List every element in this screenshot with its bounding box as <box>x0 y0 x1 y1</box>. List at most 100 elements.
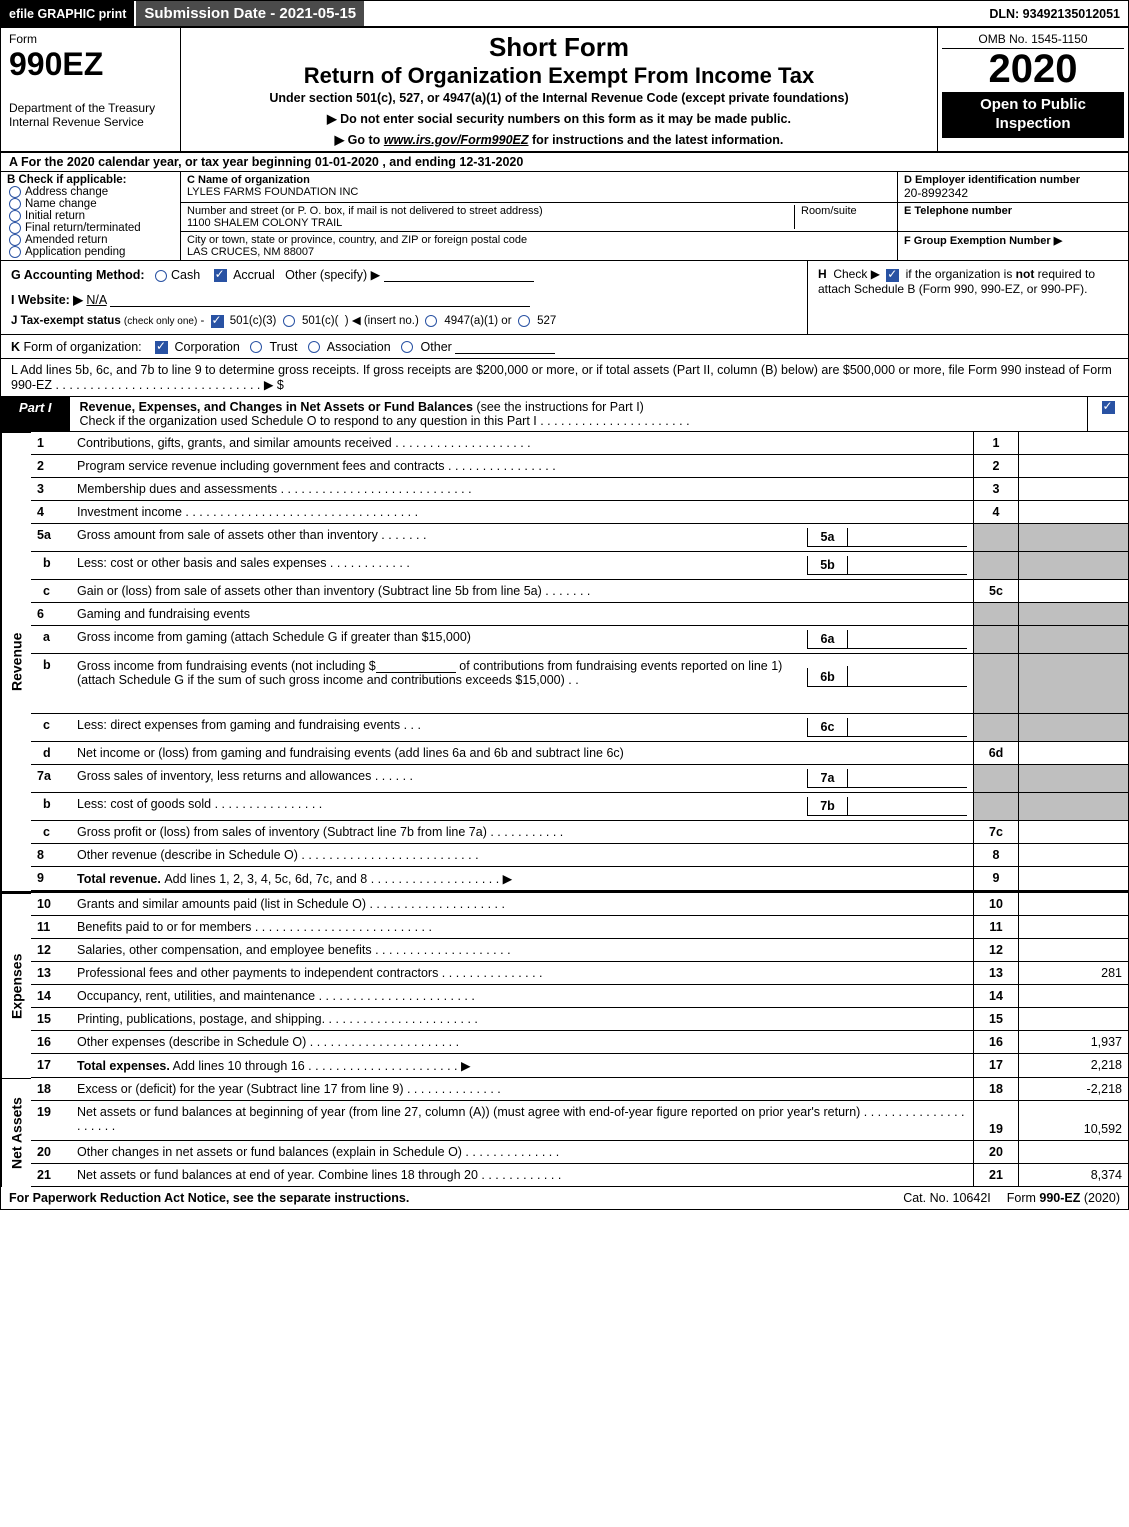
catalog-number: Cat. No. 10642I <box>895 1187 999 1209</box>
ln3-val <box>1018 478 1128 501</box>
ln6d-num: d <box>31 742 71 765</box>
ln15-desc: Printing, publications, postage, and shi… <box>71 1008 973 1031</box>
4947-radio[interactable] <box>425 315 437 327</box>
ln5a-num: 5a <box>31 524 71 552</box>
dept-treasury: Department of the Treasury <box>9 101 172 115</box>
gross-receipts-line: L Add lines 5b, 6c, and 7b to line 9 to … <box>0 359 1129 397</box>
ln21-desc: Net assets or fund balances at end of ye… <box>71 1164 973 1187</box>
ln7a-desc: Gross sales of inventory, less returns a… <box>71 765 973 793</box>
ln1-box: 1 <box>973 432 1018 455</box>
accrual-checkbox[interactable] <box>214 269 227 282</box>
org-city-row: City or town, state or province, country… <box>181 232 898 261</box>
ln12-val <box>1018 939 1128 962</box>
ln7b-num: b <box>31 793 71 821</box>
part-1-title-bold: Revenue, Expenses, and Changes in Net As… <box>80 400 473 414</box>
ln5b-desc: Less: cost or other basis and sales expe… <box>71 552 973 580</box>
other-specify-field[interactable] <box>384 267 534 282</box>
ln21-num: 21 <box>31 1164 71 1187</box>
ln19-num: 19 <box>31 1101 71 1141</box>
ln7a-num: 7a <box>31 765 71 793</box>
ln14-desc: Occupancy, rent, utilities, and maintena… <box>71 985 973 1008</box>
ln12-box: 12 <box>973 939 1018 962</box>
accounting-website-block: G Accounting Method: Cash Accrual Other … <box>0 261 1129 335</box>
opt-application-pending[interactable]: Application pending <box>7 246 174 258</box>
opt-address-change[interactable]: Address change <box>7 186 174 198</box>
ein-label: D Employer identification number <box>904 174 1122 186</box>
ln20-val <box>1018 1141 1128 1164</box>
part-1-title-rest: (see the instructions for Part I) <box>473 400 644 414</box>
org-name-row: C Name of organization LYLES FARMS FOUND… <box>181 172 898 203</box>
ln6b-box <box>973 654 1018 714</box>
ln5b-box <box>973 552 1018 580</box>
ln16-val: 1,937 <box>1018 1031 1128 1054</box>
assoc-radio[interactable] <box>308 341 320 353</box>
ln16-num: 16 <box>31 1031 71 1054</box>
ln6-num: 6 <box>31 603 71 626</box>
trust-radio[interactable] <box>250 341 262 353</box>
ln5b-val <box>1018 552 1128 580</box>
ln7b-desc: Less: cost of goods sold . . . . . . . .… <box>71 793 973 821</box>
short-form-title: Short Form <box>193 32 925 63</box>
501c3-checkbox[interactable] <box>211 315 224 328</box>
ln16-desc: Other expenses (describe in Schedule O) … <box>71 1031 973 1054</box>
ln6-box <box>973 603 1018 626</box>
ln7b-box <box>973 793 1018 821</box>
netassets-table: Net Assets 18 Excess or (deficit) for th… <box>0 1078 1129 1187</box>
ln6a-num: a <box>31 626 71 654</box>
ln7c-num: c <box>31 821 71 844</box>
ln18-desc: Excess or (deficit) for the year (Subtra… <box>71 1078 973 1101</box>
page-footer: For Paperwork Reduction Act Notice, see … <box>0 1187 1129 1210</box>
opt-initial-return[interactable]: Initial return <box>7 210 174 222</box>
instr-goto: ▶ Go to www.irs.gov/Form990EZ for instru… <box>193 132 925 147</box>
irs-link[interactable]: www.irs.gov/Form990EZ <box>384 133 529 147</box>
ln13-num: 13 <box>31 962 71 985</box>
ein-value: 20-8992342 <box>904 186 1122 200</box>
submission-date-box: Submission Date - 2021-05-15 <box>134 1 366 26</box>
ln15-box: 15 <box>973 1008 1018 1031</box>
city-value: LAS CRUCES, NM 88007 <box>187 246 891 258</box>
paperwork-notice: For Paperwork Reduction Act Notice, see … <box>1 1187 895 1209</box>
org-info-grid: B Check if applicable: Address change Na… <box>0 172 1129 261</box>
efile-print-box[interactable]: efile GRAPHIC print <box>1 1 134 26</box>
ln21-val: 8,374 <box>1018 1164 1128 1187</box>
tax-year-line: A For the 2020 calendar year, or tax yea… <box>0 152 1129 172</box>
city-label: City or town, state or province, country… <box>187 234 891 246</box>
ln17-val: 2,218 <box>1018 1054 1128 1078</box>
ln19-desc: Net assets or fund balances at beginning… <box>71 1101 973 1141</box>
527-radio[interactable] <box>518 315 530 327</box>
open-to-public: Open to Public Inspection <box>942 92 1124 138</box>
other-radio[interactable] <box>401 341 413 353</box>
ln6c-box <box>973 714 1018 742</box>
schedule-b-check: H Check ▶ if the organization is not req… <box>808 261 1128 334</box>
part-1-checkbox[interactable] <box>1102 401 1115 414</box>
ln6c-val <box>1018 714 1128 742</box>
cash-radio[interactable] <box>155 270 167 282</box>
ln15-val <box>1018 1008 1128 1031</box>
ln5a-box <box>973 524 1018 552</box>
corp-checkbox[interactable] <box>155 341 168 354</box>
ln8-box: 8 <box>973 844 1018 867</box>
ln6-desc: Gaming and fundraising events <box>71 603 973 626</box>
website-value: N/A <box>86 293 106 307</box>
h-checkbox[interactable] <box>886 269 899 282</box>
ln12-desc: Salaries, other compensation, and employ… <box>71 939 973 962</box>
ln6a-desc: Gross income from gaming (attach Schedul… <box>71 626 973 654</box>
expenses-table: Expenses 10 Grants and similar amounts p… <box>0 891 1129 1078</box>
form-of-org-line: K Form of organization: Corporation Trus… <box>0 335 1129 359</box>
ln9-val <box>1018 867 1128 891</box>
ln2-desc: Program service revenue including govern… <box>71 455 973 478</box>
501c-radio[interactable] <box>283 315 295 327</box>
ln2-box: 2 <box>973 455 1018 478</box>
ln21-box: 21 <box>973 1164 1018 1187</box>
ln7c-box: 7c <box>973 821 1018 844</box>
opt-final-return[interactable]: Final return/terminated <box>7 222 174 234</box>
ln5c-desc: Gain or (loss) from sale of assets other… <box>71 580 973 603</box>
opt-amended-return[interactable]: Amended return <box>7 234 174 246</box>
ln9-desc: Total revenue. Add lines 1, 2, 3, 4, 5c,… <box>71 867 973 891</box>
form-footer-ref: Form 990-EZ (2020) <box>999 1187 1128 1209</box>
opt-name-change[interactable]: Name change <box>7 198 174 210</box>
instr-goto-a: ▶ Go to <box>335 133 384 147</box>
ln13-val: 281 <box>1018 962 1128 985</box>
ln8-desc: Other revenue (describe in Schedule O) .… <box>71 844 973 867</box>
ln17-desc: Total expenses. Add lines 10 through 16 … <box>71 1054 973 1078</box>
